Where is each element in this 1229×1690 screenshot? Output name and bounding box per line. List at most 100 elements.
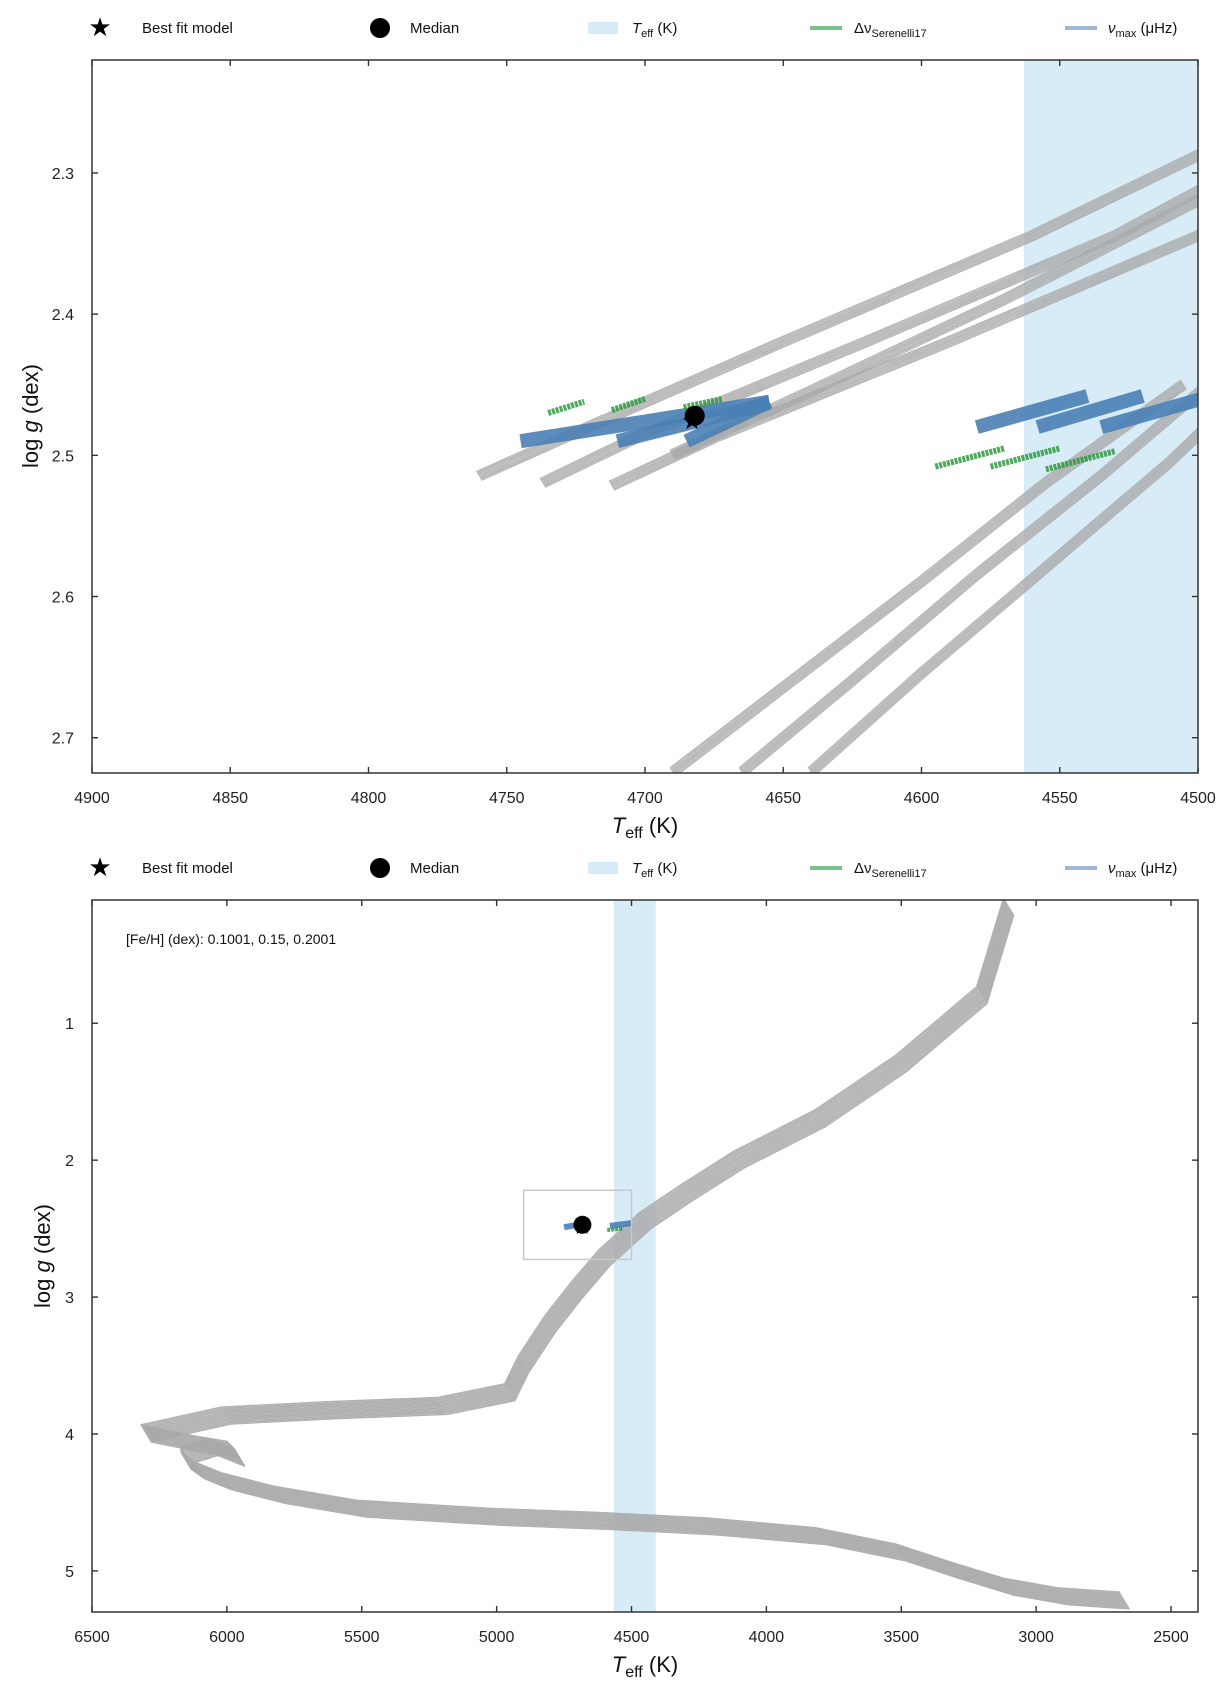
track-line xyxy=(608,229,1198,482)
track-line xyxy=(674,204,1198,459)
track-line xyxy=(740,390,1198,772)
x-tick-label: 5500 xyxy=(344,1629,380,1646)
x-tick-label: 4600 xyxy=(904,790,940,807)
track-line xyxy=(612,237,1198,489)
median-marker xyxy=(573,1215,592,1234)
legend-dnu-label: ΔνSerenelli17 xyxy=(854,20,927,40)
best-fit-marker: ★ xyxy=(571,1213,593,1240)
y-tick-label: 2.5 xyxy=(52,448,74,465)
track-line xyxy=(807,427,1198,769)
best-fit-marker: ★ xyxy=(681,408,703,435)
track-line xyxy=(809,432,1198,772)
numax-segment xyxy=(683,395,773,448)
track-line xyxy=(544,194,1198,487)
numax-segment xyxy=(615,396,772,448)
x-tick-label: 4550 xyxy=(1042,790,1078,807)
track-line xyxy=(816,441,1198,773)
feh-annotation: [Fe/H] (dex): 0.1001, 0.15, 0.2001 xyxy=(126,931,336,947)
track-line xyxy=(145,905,1125,1601)
dnu-segment xyxy=(934,445,1006,470)
track-line xyxy=(671,198,1198,455)
track-line xyxy=(477,151,1198,475)
x-tick-label: 5000 xyxy=(479,1629,515,1646)
y-tick-label: 2.7 xyxy=(52,731,74,748)
dnu-segment xyxy=(683,395,724,411)
teff-band-swatch-icon xyxy=(588,22,618,34)
track-bundle xyxy=(669,194,1198,460)
x-tick-label: 4650 xyxy=(765,790,801,807)
y-tick-label: 1 xyxy=(65,1016,74,1033)
track-line xyxy=(140,900,1120,1593)
track-line xyxy=(542,191,1198,485)
median-marker xyxy=(684,405,705,426)
track-bundle xyxy=(738,386,1198,773)
dnu-segment xyxy=(607,1226,624,1232)
median-dot-icon xyxy=(370,858,390,878)
track-line xyxy=(148,911,1129,1607)
track-line xyxy=(613,239,1198,490)
numax-segment xyxy=(1035,389,1145,434)
track-line xyxy=(475,148,1198,473)
legend-best-fit-label: Best fit model xyxy=(142,20,233,37)
track-line xyxy=(679,388,1187,773)
plot-frame xyxy=(91,59,1199,774)
plot-frame xyxy=(91,899,1199,1613)
track-line xyxy=(480,158,1198,480)
track-line xyxy=(541,188,1198,483)
track-line xyxy=(150,914,1130,1610)
track-line xyxy=(743,395,1198,773)
numax-segment xyxy=(1099,392,1198,434)
median-dot-icon xyxy=(370,18,390,38)
y-tick-label: 3 xyxy=(65,1290,74,1307)
x-axis-title: Teff (K) xyxy=(612,1652,678,1681)
y-tick-label: 2.6 xyxy=(52,590,74,607)
track-bundle xyxy=(475,148,1198,481)
track-line xyxy=(147,909,1127,1605)
track-line xyxy=(146,907,1126,1603)
track-line xyxy=(810,434,1198,773)
track-line xyxy=(609,230,1198,483)
track-line xyxy=(669,379,1182,769)
y-tick-label: 2.4 xyxy=(52,307,74,324)
track-line xyxy=(670,197,1198,454)
numax-segment xyxy=(519,394,771,449)
y-tick-label: 4 xyxy=(65,1427,74,1444)
x-tick-label: 6000 xyxy=(209,1629,245,1646)
track-line xyxy=(672,201,1198,457)
track-line xyxy=(148,910,1128,1606)
track-line xyxy=(745,397,1198,773)
y-axis-title: log g (dex) xyxy=(18,364,43,468)
track-line xyxy=(481,160,1198,481)
track-line xyxy=(610,233,1198,486)
x-tick-label: 4500 xyxy=(614,1629,650,1646)
track-line xyxy=(741,394,1198,773)
x-tick-label: 4800 xyxy=(351,790,387,807)
legend-dnu-label: ΔνSerenelli17 xyxy=(854,860,927,880)
track-line xyxy=(143,902,1123,1598)
dnu-segment xyxy=(547,398,586,416)
x-tick-label: 4900 xyxy=(74,790,110,807)
track-line xyxy=(145,906,1126,1602)
track-line xyxy=(814,439,1198,773)
track-line xyxy=(738,386,1198,769)
legend-teff-label: Teff (K) xyxy=(632,860,677,880)
track-line xyxy=(142,901,1123,1597)
numax-segment xyxy=(974,389,1090,434)
x-axis-title: Teff (K) xyxy=(612,813,678,842)
x-tick-label: 6500 xyxy=(74,1629,110,1646)
legend-numax-label: νmax (μHz) xyxy=(1108,860,1177,880)
track-line xyxy=(479,157,1198,479)
x-tick-label: 4500 xyxy=(1180,790,1216,807)
track-line xyxy=(144,903,1124,1600)
track-line xyxy=(674,205,1198,460)
track-line xyxy=(543,193,1198,486)
track-line xyxy=(671,382,1184,772)
track-line xyxy=(671,383,1185,773)
track-line xyxy=(739,389,1198,771)
legend-bottom: ★ Best fit model Median Teff (K) ΔνSeren… xyxy=(88,852,1177,882)
track-line xyxy=(477,153,1198,476)
track-line xyxy=(478,154,1198,477)
track-line xyxy=(810,435,1198,773)
teff-band xyxy=(613,900,656,1612)
track-line xyxy=(812,437,1198,773)
